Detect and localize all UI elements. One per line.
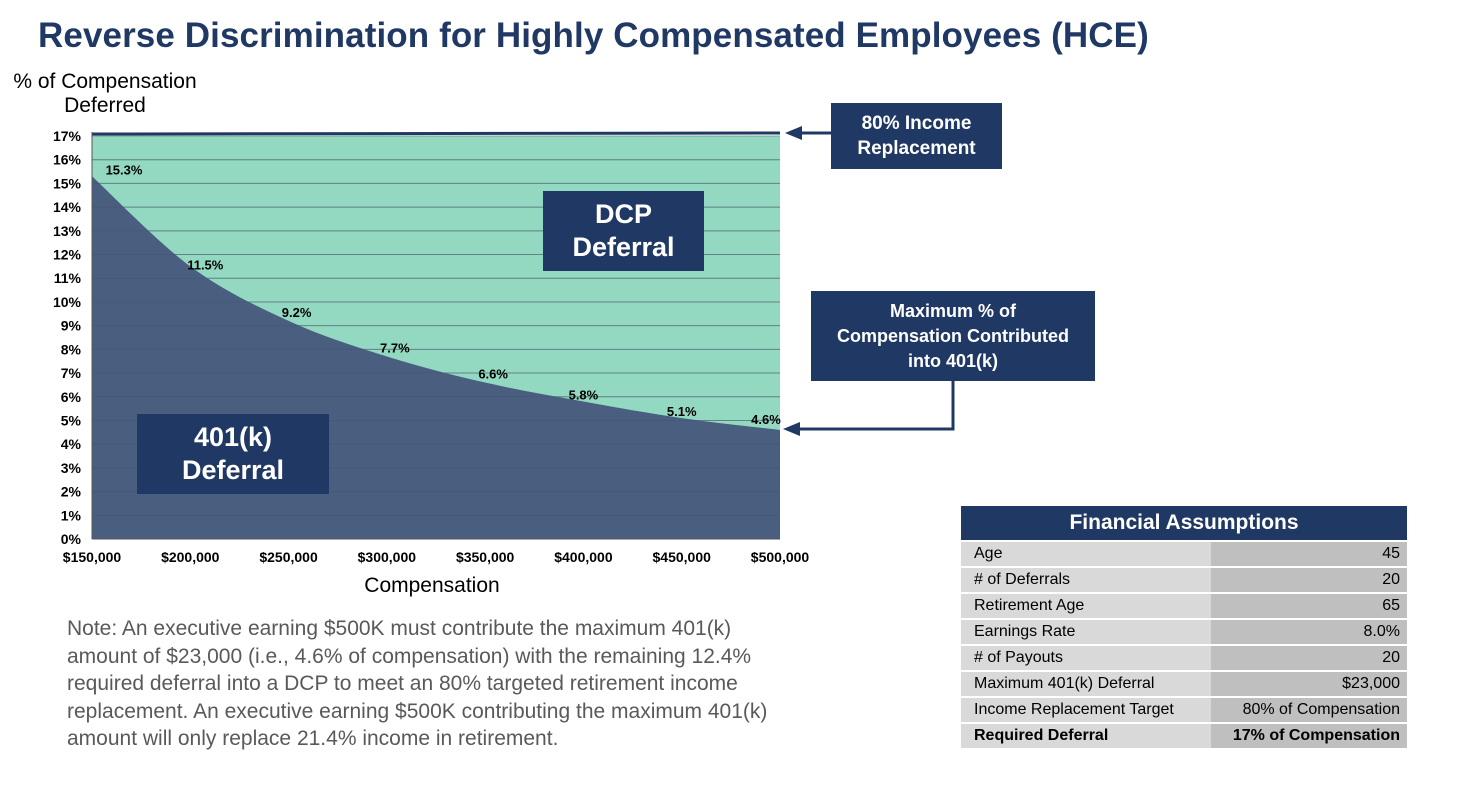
y-tick-label: 16%: [53, 152, 82, 168]
x-tick-label: $300,000: [358, 549, 417, 565]
table-row: # of Deferrals 20: [961, 566, 1407, 593]
table-row: Retirement Age 65: [961, 592, 1407, 619]
data-label: 6.6%: [478, 367, 508, 382]
callout-line: Deferral: [572, 232, 675, 262]
row-value: $23,000: [1211, 670, 1407, 697]
note-text: Note: An executive earning $500K must co…: [67, 617, 768, 750]
table-row: Age 45: [961, 540, 1407, 567]
data-label: 5.8%: [569, 388, 599, 403]
data-label: 11.5%: [187, 257, 224, 272]
data-label: 9.2%: [282, 305, 312, 320]
y-tick-label: 14%: [53, 199, 82, 215]
table-row: Required Deferral 17% of Compensation: [961, 722, 1407, 748]
income-arrow-head: [785, 126, 802, 140]
x-tick-label: $500,000: [751, 549, 810, 565]
row-value: 80% of Compensation: [1211, 696, 1407, 723]
dcp-deferral-label: DCP Deferral: [543, 191, 704, 271]
table-row: Income Replacement Target 80% of Compensa…: [961, 696, 1407, 723]
callout-line: Replacement: [857, 138, 976, 159]
y-tick-label: 10%: [53, 294, 82, 310]
callout-line: Deferral: [181, 455, 285, 485]
callout-line: Maximum % of: [889, 300, 1017, 321]
x-tick-label: $250,000: [259, 549, 318, 565]
row-label: Income Replacement Target: [961, 696, 1211, 723]
y-tick-label: 15%: [53, 175, 82, 191]
callout-line: Compensation Contributed: [837, 325, 1069, 346]
max-401k-callout: Maximum % of Compensation Contributed in…: [811, 291, 1095, 381]
row-label: # of Deferrals: [961, 566, 1211, 593]
y-tick-label: 6%: [61, 389, 82, 405]
table-row: Maximum 401(k) Deferral $23,000: [961, 670, 1407, 697]
page-title: Reverse Discrimination for Highly Compen…: [38, 16, 1149, 55]
y-axis-title: % of Compensation Deferred: [13, 70, 197, 117]
table-row: # of Payouts 20: [961, 644, 1407, 671]
y-tick-label: 8%: [61, 341, 82, 357]
row-label: Maximum 401(k) Deferral: [961, 670, 1211, 697]
row-value: 65: [1211, 592, 1407, 619]
401k-deferral-label: 401(k) Deferral: [137, 414, 329, 494]
y-tick-label: 9%: [61, 318, 82, 334]
callout-line: 401(k): [193, 422, 273, 452]
row-label: Earnings Rate: [961, 618, 1211, 645]
row-label: Retirement Age: [961, 592, 1211, 619]
row-value: 8.0%: [1211, 618, 1407, 645]
table-row: Earnings Rate 8.0%: [961, 618, 1407, 645]
y-tick-label: 12%: [53, 247, 82, 263]
x-tick-label: $150,000: [63, 549, 122, 565]
y-tick-label: 7%: [61, 365, 82, 381]
data-label: 7.7%: [380, 340, 410, 355]
row-label: Age: [961, 540, 1211, 567]
callout-line: DCP: [594, 199, 652, 229]
y-tick-label: 1%: [61, 507, 82, 523]
x-tick-label: $400,000: [554, 549, 613, 565]
y-tick-label: 2%: [61, 484, 82, 500]
callout-line: 80% Income: [861, 113, 972, 134]
row-label: # of Payouts: [961, 644, 1211, 671]
data-label: 5.1%: [667, 404, 697, 419]
y-tick-label: 5%: [61, 412, 82, 428]
row-value: 17% of Compensation: [1211, 722, 1407, 748]
max-arrow-head: [783, 422, 800, 436]
y-tick-label: 17%: [53, 128, 82, 144]
y-tick-label: 11%: [54, 270, 82, 286]
data-label: 4.6%: [751, 412, 781, 427]
x-tick-label: $450,000: [653, 549, 712, 565]
x-axis-title: Compensation: [364, 574, 500, 597]
table-title: Financial Assumptions: [961, 506, 1407, 541]
x-tick-label: $350,000: [456, 549, 515, 565]
y-tick-label: 4%: [61, 436, 82, 452]
y-tick-label: 3%: [61, 460, 82, 476]
max-arrow-line: [800, 381, 955, 431]
row-value: 20: [1211, 644, 1407, 671]
target-line: [91, 131, 781, 136]
y-tick-label: 13%: [53, 223, 82, 239]
callout-line: into 401(k): [907, 350, 999, 371]
financial-assumptions-table: Financial Assumptions Age 45 # of Deferra…: [961, 506, 1407, 748]
row-value: 45: [1211, 540, 1407, 567]
row-label: Required Deferral: [961, 722, 1211, 748]
data-label: 15.3%: [106, 162, 143, 177]
row-value: 20: [1211, 566, 1407, 593]
x-tick-label: $200,000: [161, 549, 220, 565]
y-tick-label: 0%: [61, 531, 82, 547]
income-replacement-callout: 80% Income Replacement: [831, 103, 1002, 169]
